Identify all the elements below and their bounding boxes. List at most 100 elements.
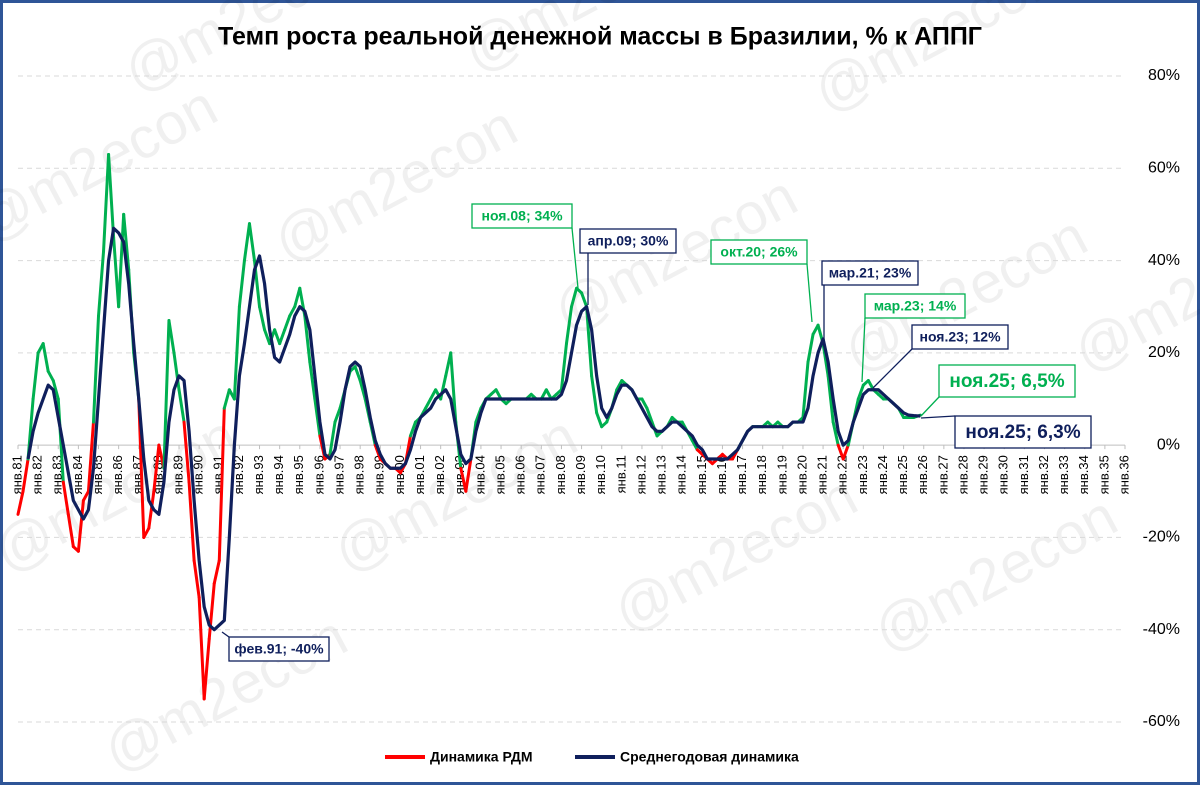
line-segment [61,480,70,516]
line-segment [308,360,317,401]
legend-label: Среднегодовая динамика [620,749,799,765]
annotation-box [710,239,808,265]
line-segment [333,406,342,424]
line-segment [247,222,256,263]
y-tick-label: 20% [1148,344,1180,361]
line-segment [142,526,151,539]
x-tick-label: янв.07 [533,455,548,494]
line-segment [313,397,322,438]
line-segment [66,512,75,549]
annotation-text: ноя.23; 12% [919,329,1001,345]
x-tick-label: янв.95 [291,455,306,494]
line-segment [177,388,186,424]
chart-title: Темп роста реальной денежной массы в Бра… [218,23,982,51]
x-tick-label: янв.81 [9,455,24,494]
line-segment [31,351,40,401]
x-tick-label: янв.31 [1016,455,1031,494]
annotation-arrow [861,317,866,383]
x-tick-label: янв.27 [935,455,950,494]
line-segment [806,332,815,364]
x-tick-label: янв.32 [1036,455,1051,494]
line-segment [197,595,206,701]
x-tick-label: янв.98 [352,455,367,494]
line-segment [836,443,845,461]
x-tick-label: янв.89 [170,455,185,494]
x-tick-label: янв.86 [110,455,125,494]
y-tick-label: -40% [1143,621,1180,638]
annotation-text: ноя.08; 34% [481,208,563,224]
line-segment [86,420,95,493]
x-tick-label: янв.33 [1056,455,1071,494]
line-segment [358,379,367,401]
x-tick-label: янв.20 [794,455,809,494]
line-segment [424,397,433,410]
y-tick-label: -20% [1143,529,1180,546]
line [26,226,921,632]
x-tick-label: янв.13 [654,455,669,494]
annotation-arrow [920,415,956,419]
annotation-box [471,203,573,229]
x-tick-label: янв.19 [774,455,789,494]
annotation-text: мар.23; 14% [874,298,957,314]
line-segment [353,365,362,383]
line-segment [41,342,50,373]
legend-label: Динамика РДМ [430,749,533,765]
annotation-arrow [571,227,579,289]
x-tick-label: янв.02 [432,455,447,494]
x-tick-label: янв.93 [251,455,266,494]
line-segment [56,397,65,484]
line-segment [464,457,473,493]
x-tick-label: янв.35 [1096,455,1111,494]
annotation-box [954,415,1092,449]
annotation-box [821,260,919,286]
line-segment [283,314,292,332]
line-segment [595,411,604,429]
annotation-text: мар.21; 23% [829,265,912,281]
line-segment [81,489,90,503]
x-tick-label: янв.05 [492,455,507,494]
line-segment [841,443,850,461]
line-segment [232,305,241,401]
line-segment [856,383,865,401]
line-segment [585,305,594,378]
x-tick-label: янв.23 [855,455,870,494]
line-segment [76,499,85,553]
line-segment [192,559,201,599]
annotation-arrow [221,631,230,638]
x-tick-label: янв.09 [573,455,588,494]
y-tick-label: 40% [1148,252,1180,269]
line-segment [564,305,573,346]
line-segment [640,397,649,410]
line-segment [328,420,337,456]
line-segment [263,328,272,346]
line-segment [831,420,840,447]
line-segment [91,314,101,424]
x-tick-label: янв.82 [30,455,45,494]
x-tick-label: янв.28 [955,455,970,494]
annotation-box [911,324,1009,350]
x-tick-label: янв.97 [331,455,346,494]
line-segment [212,559,221,586]
x-tick-label: янв.06 [513,455,528,494]
line-segment [207,582,216,641]
x-tick-label: янв.34 [1076,455,1091,494]
y-tick-label: 60% [1148,160,1180,177]
line-segment [408,420,418,438]
annotation-text: апр.09; 30% [588,233,669,249]
annotation-text: ноя.25; 6,5% [949,371,1064,392]
line-segment [273,328,282,346]
line-segment [21,457,30,493]
x-tick-label: янв.15 [694,455,709,494]
line-segment [107,152,116,239]
x-tick-label: янв.18 [754,455,769,494]
x-tick-label: янв.96 [311,455,326,494]
x-tick-label: янв.99 [372,455,387,494]
x-tick-label: янв.24 [875,455,890,494]
x-tick-label: янв.29 [976,455,991,494]
x-tick-label: янв.94 [271,455,286,494]
annotation-text: фев.91; -40% [234,641,324,657]
line-segment [303,314,312,364]
line-segment [147,489,156,530]
annotation-box [228,636,330,662]
